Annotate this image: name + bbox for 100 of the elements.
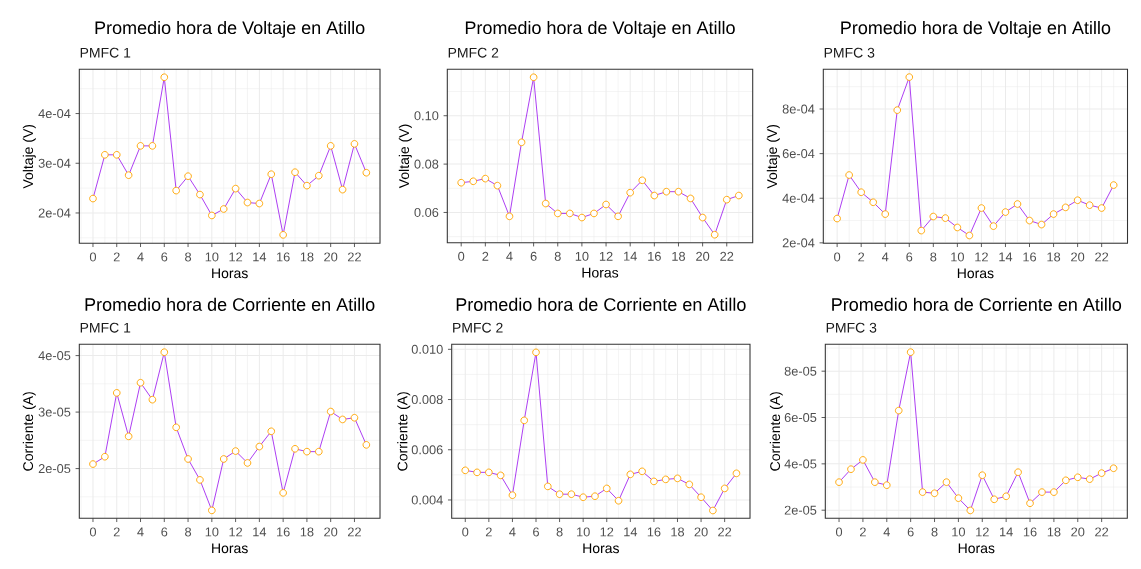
point [673,474,682,483]
x-tick-label: 16 [648,251,661,261]
x-tick-label: 4 [883,527,890,537]
x-tick-label: 6 [530,251,537,261]
x-tick-label: 0 [89,527,97,537]
point [555,490,564,498]
x-tick-label: 8 [930,252,937,262]
point [469,177,478,186]
point [930,489,939,498]
point [160,73,169,82]
point [326,142,335,150]
point [520,416,529,425]
x-tick-label: 22 [1095,252,1109,262]
point [160,348,169,357]
y-tick-label: 2e-05 [784,505,817,515]
point [638,467,646,476]
point [1026,499,1034,508]
point [362,441,371,449]
x-tick-label: 0 [458,251,465,261]
point [544,482,552,491]
point [291,445,299,453]
x-tick-label: 8 [556,527,563,537]
point [493,181,502,190]
y-tick-label: 3e-05 [38,407,71,417]
point [541,199,550,208]
y-tick-label: 0.010 [411,344,443,354]
x-tick-label: 2 [482,251,489,261]
chart-title: Promedio hora de Voltaje en Atillo [95,20,365,38]
point [1061,203,1070,212]
point [720,484,729,493]
x-tick-label: 14 [624,251,637,261]
point [966,506,975,515]
point [567,490,576,498]
x-tick-label: 20 [324,527,338,537]
x-tick-label: 14 [624,527,638,537]
point [136,378,145,387]
point [1001,208,1010,216]
point [917,226,926,235]
point [953,223,962,232]
point [303,181,311,190]
x-tick-label: 8 [185,252,192,262]
point [650,191,659,200]
point [1109,464,1118,473]
chart-subtitle: PMFC 2 [453,322,503,333]
point [231,447,240,455]
point [710,230,719,239]
point [473,468,481,477]
point [101,151,109,159]
x-tick-label: 20 [324,252,338,262]
x-tick-label: 14 [999,252,1013,262]
point [219,455,228,463]
x-tick-label: 6 [907,527,914,537]
point [869,198,878,207]
x-tick-label: 18 [672,251,686,261]
point [184,172,192,180]
point [208,211,216,220]
x-tick-label: 2 [860,527,866,537]
x-tick-label: 18 [300,527,314,537]
point [1049,210,1058,218]
point [626,470,635,479]
point [291,168,299,177]
x-tick-label: 22 [347,252,361,262]
chart-title: Promedio hora de Corriente en Atillo [85,297,375,311]
point [255,199,264,208]
x-axis-title: Horas [958,543,995,554]
x-tick-label: 10 [577,527,590,537]
point [685,480,694,489]
y-tick-label: 4e-05 [784,459,817,469]
point [124,171,133,179]
point [833,214,841,223]
x-tick-label: 16 [1023,252,1037,262]
point [496,471,505,480]
y-tick-label: 0.10 [414,111,439,121]
y-axis-title: Corriente (A) [769,392,783,471]
point [602,200,610,209]
x-tick-label: 12 [975,252,988,262]
x-tick-label: 16 [647,527,661,537]
point [1062,476,1070,485]
point [267,427,276,436]
point [638,176,647,185]
x-tick-label: 18 [300,252,314,262]
x-tick-label: 8 [185,527,192,537]
x-axis-title: Horas [212,543,248,554]
x-tick-label: 22 [718,527,732,537]
point [208,506,216,515]
y-axis-title: Voltaje (V) [22,124,36,189]
point [219,205,228,213]
point [1073,473,1082,482]
x-tick-label: 20 [694,527,708,537]
x-tick-label: 4 [137,527,144,537]
point [1025,216,1034,225]
point [231,184,240,193]
point [184,455,192,463]
x-tick-label: 18 [671,527,685,537]
point [697,493,705,502]
point [1037,220,1046,229]
x-tick-label: 4 [137,252,144,262]
point [553,209,562,218]
point [1002,492,1010,501]
point [857,188,865,197]
